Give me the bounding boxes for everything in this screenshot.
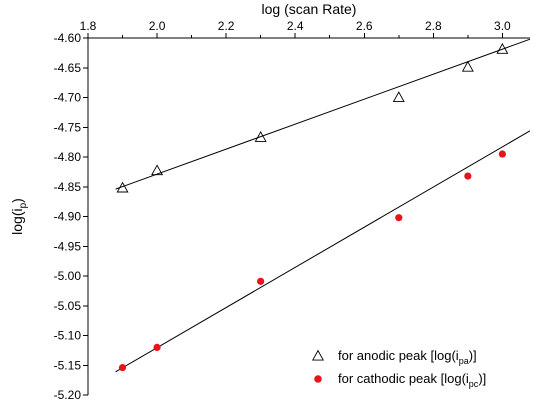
legend-label-series-1: for cathodic peak [log(ipc)] <box>338 371 486 389</box>
fit-line-series-0 <box>115 38 531 190</box>
y-tick-label: -4.95 <box>54 239 82 253</box>
y-tick-label: -4.70 <box>54 91 82 105</box>
axis-titles: log (scan Rate) log(ip) <box>9 1 356 235</box>
y-tick-label: -4.85 <box>54 180 82 194</box>
y-axis-title: log(ip) <box>9 198 29 235</box>
cathodic-point <box>257 277 265 285</box>
x-tick-label: 2.4 <box>287 19 304 33</box>
cathodic-point <box>498 150 506 158</box>
data-points <box>116 42 509 372</box>
x-tick-label: 1.8 <box>80 19 97 33</box>
anodic-point <box>254 131 267 142</box>
anodic-point <box>116 181 129 193</box>
y-tick-label: -5.05 <box>54 299 82 313</box>
cathodic-point <box>395 214 403 222</box>
y-tick-label: -5.20 <box>54 388 82 402</box>
anodic-point <box>151 164 164 176</box>
cathodic-point <box>153 343 161 351</box>
y-tick-label: -5.00 <box>54 269 82 283</box>
x-tick-label: 3.0 <box>494 19 511 33</box>
legend-dot-icon <box>314 375 322 383</box>
fit-lines <box>115 38 531 373</box>
y-tick-label: -5.10 <box>54 329 82 343</box>
cathodic-point <box>118 364 127 372</box>
fit-line-series-1 <box>115 130 531 373</box>
y-tick-label: -4.90 <box>54 210 82 224</box>
x-tick-label: 2.0 <box>149 19 166 33</box>
x-tick-label: 2.8 <box>425 19 442 33</box>
y-tick-label: -4.80 <box>54 150 82 164</box>
y-tick-label: -4.60 <box>54 31 82 45</box>
y-tick-label: -5.15 <box>54 358 82 372</box>
legend-triangle-icon <box>312 349 324 361</box>
x-tick-label: 2.2 <box>218 19 235 33</box>
cathodic-point <box>464 172 472 180</box>
anodic-point <box>461 60 474 72</box>
y-tick-label: -4.75 <box>54 120 82 134</box>
anodic-point <box>392 91 405 103</box>
x-tick-label: 2.6 <box>356 19 373 33</box>
y-tick-label: -4.65 <box>54 61 82 75</box>
anodic-point <box>496 42 509 54</box>
x-axis-title: log (scan Rate) <box>262 1 357 17</box>
legend-label-series-0: for anodic peak [log(ipa)] <box>338 348 477 366</box>
legend: for anodic peak [log(ipa)] for cathodic p… <box>312 348 486 389</box>
axes: 1.8 2.0 2.2 2.4 2.6 2.8 3.0 -4.60 -4.65 -4.70 -4.7… <box>54 19 530 402</box>
